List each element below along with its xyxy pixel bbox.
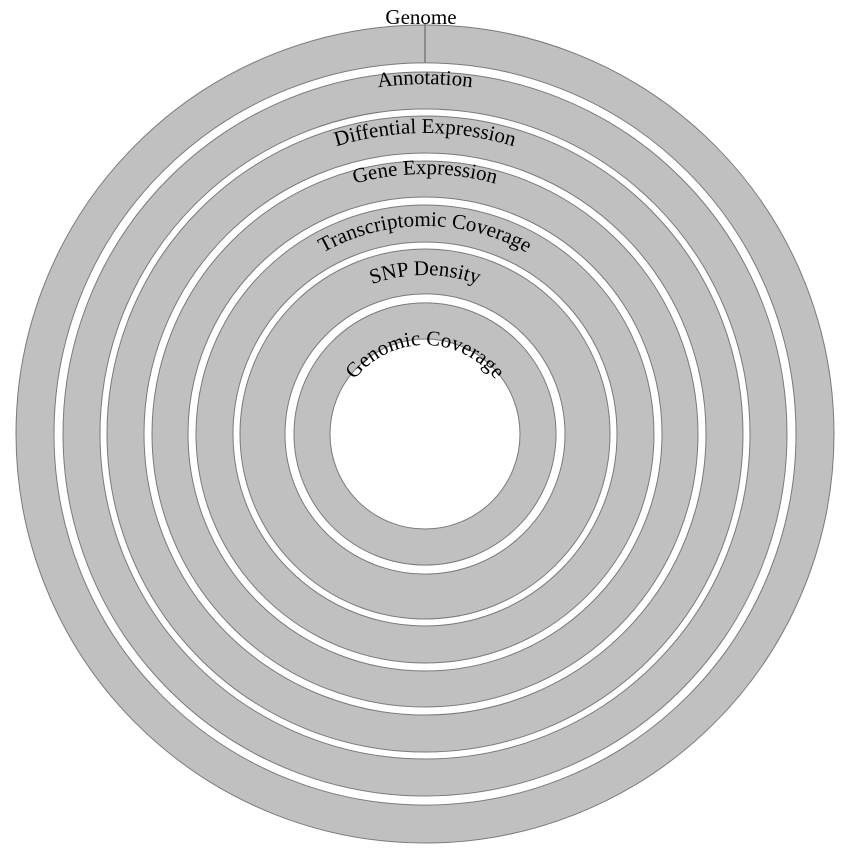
ring-genomic-coverage [293,302,557,566]
ring-gene-expression [151,160,699,708]
ring-differential-expression [106,115,744,753]
ring-annotation [62,71,788,797]
ring-snp-density [239,248,611,620]
label-genome: Genome [385,5,456,29]
label-annotation: Annotation [376,65,475,92]
ring-genome [15,24,835,844]
ring-transcriptomic-coverage [195,204,655,664]
track-rings [15,24,835,844]
